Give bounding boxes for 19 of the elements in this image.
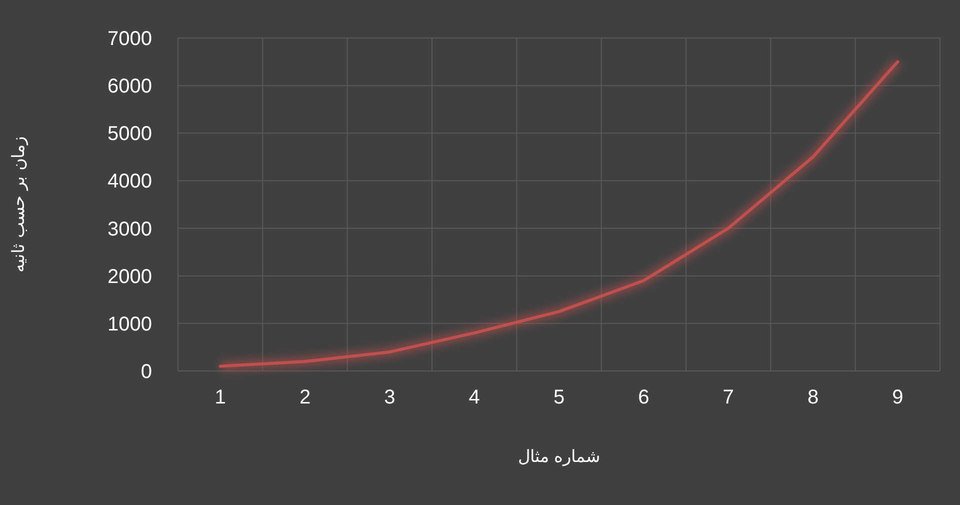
y-axis-title: زمان بر حسب ثانیه xyxy=(9,136,29,273)
x-tick-label: 2 xyxy=(299,386,311,409)
x-tick-label: 4 xyxy=(468,386,480,409)
x-axis-title: شماره مثال xyxy=(518,447,600,467)
x-tick-label: 8 xyxy=(807,386,819,409)
y-tick-label: 1000 xyxy=(108,313,152,336)
y-tick-label: 5000 xyxy=(108,123,152,146)
x-tick-label: 6 xyxy=(638,386,650,409)
y-tick-label: 2000 xyxy=(108,266,152,288)
x-tick-label: 3 xyxy=(384,386,396,409)
x-tick-label: 7 xyxy=(722,386,734,409)
y-tick-label: 4000 xyxy=(108,170,152,193)
x-tick-label: 1 xyxy=(214,386,226,409)
x-tick-label: 5 xyxy=(553,386,565,409)
y-tick-label: 6000 xyxy=(108,76,152,98)
y-tick-label: 7000 xyxy=(108,28,152,50)
x-tick-label: 9 xyxy=(892,386,904,409)
y-tick-label: 0 xyxy=(140,361,152,383)
y-tick-label: 3000 xyxy=(108,218,152,240)
